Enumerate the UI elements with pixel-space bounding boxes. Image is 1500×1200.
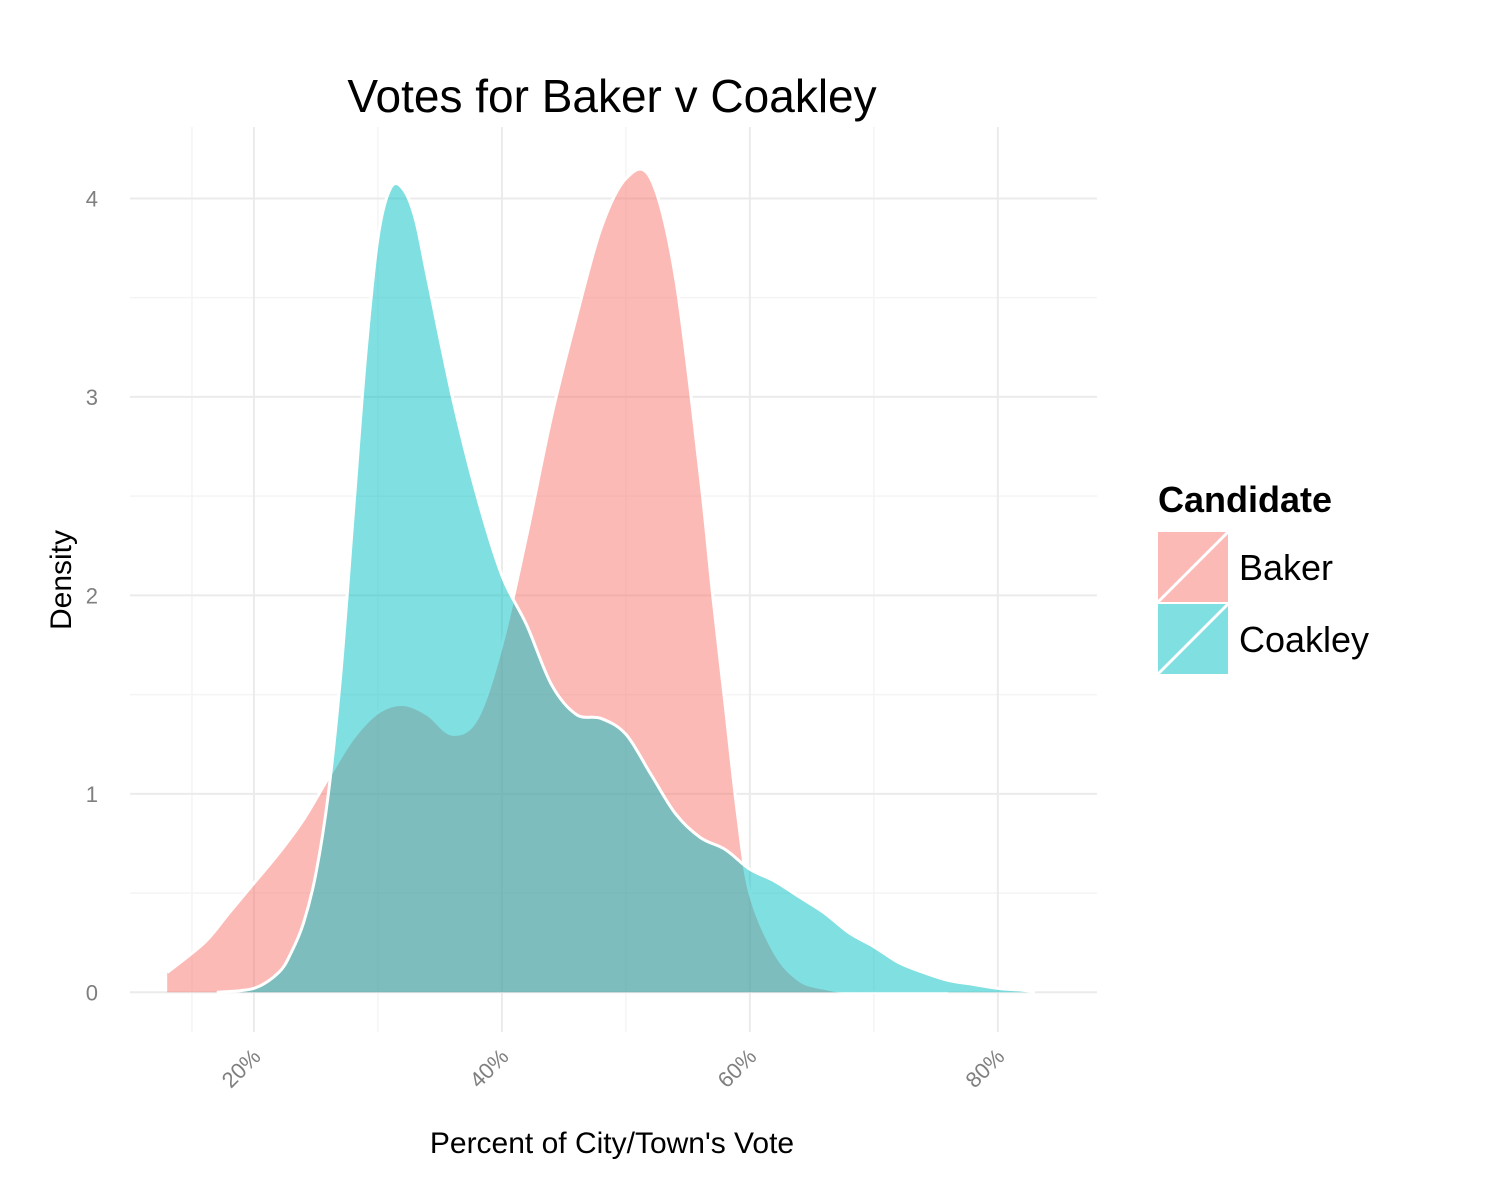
- legend-item-baker: Baker: [1156, 530, 1333, 604]
- legend-label-coakley: Coakley: [1239, 619, 1369, 660]
- x-tick-label: 80%: [961, 1044, 1010, 1093]
- x-tick-label: 60%: [713, 1044, 762, 1093]
- y-tick-label: 3: [86, 385, 98, 410]
- legend: Candidate Baker Coakley: [1156, 479, 1369, 676]
- x-axis-ticks: 20% 40% 60% 80%: [217, 1044, 1010, 1093]
- legend-key-stroke: [1156, 530, 1230, 604]
- legend-items: Baker Coakley: [1156, 530, 1369, 676]
- x-tick-label: 40%: [465, 1044, 514, 1093]
- density-outline-coakley: [216, 182, 1036, 994]
- chart-title: Votes for Baker v Coakley: [347, 70, 876, 122]
- legend-label-baker: Baker: [1239, 547, 1333, 588]
- x-tick-label: 20%: [217, 1044, 266, 1093]
- y-tick-label: 4: [86, 186, 98, 211]
- legend-item-coakley: Coakley: [1156, 602, 1369, 676]
- legend-key-stroke: [1156, 602, 1230, 676]
- y-axis-title: Density: [45, 530, 78, 630]
- y-tick-label: 2: [86, 583, 98, 608]
- density-areas: [166, 167, 1036, 995]
- y-axis-ticks: 0 1 2 3 4: [86, 186, 98, 1005]
- y-tick-label: 1: [86, 782, 98, 807]
- legend-title: Candidate: [1158, 479, 1332, 520]
- density-area-coakley: [216, 183, 1036, 993]
- y-tick-label: 0: [86, 980, 98, 1005]
- x-axis-title: Percent of City/Town's Vote: [430, 1127, 794, 1160]
